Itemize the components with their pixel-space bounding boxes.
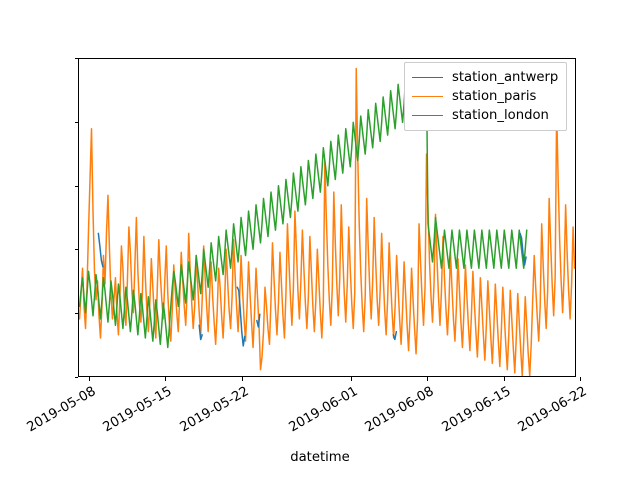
x-tick-label: 2019-05-08 (24, 384, 99, 436)
x-tick-mark (503, 377, 505, 381)
series-line-station_antwerp (392, 330, 398, 341)
series-line-station_antwerp (519, 232, 527, 266)
x-tick-label: 2019-06-22 (515, 384, 590, 436)
x-tick-mark (427, 377, 429, 381)
series-line-station_antwerp (236, 286, 246, 347)
x-tick-label: 2019-06-01 (286, 384, 361, 436)
y-tick-mark (74, 249, 78, 251)
series-line-station_paris (79, 67, 575, 376)
legend-color-swatch-antwerp (412, 77, 443, 78)
series-line-station_antwerp (97, 232, 104, 268)
y-tick-mark (74, 313, 78, 315)
legend-label-antwerp: station_antwerp (452, 70, 559, 85)
series-line-station_antwerp (198, 324, 203, 341)
legend-item: station_paris (412, 87, 558, 106)
y-tick-mark (74, 121, 78, 123)
legend-label-london: station_london (452, 108, 549, 123)
y-tick-mark (74, 377, 78, 378)
series-line-station_london (79, 64, 528, 349)
x-tick-mark (165, 377, 167, 381)
x-tick-label: 2019-06-08 (363, 384, 437, 436)
x-tick-mark (241, 377, 243, 381)
x-tick-label: 2019-05-15 (100, 384, 175, 436)
legend-label-paris: station_paris (452, 89, 537, 104)
x-tick-mark (88, 377, 90, 381)
x-tick-label: 2019-05-22 (177, 384, 252, 436)
chart-legend: station_antwerp station_paris station_lo… (404, 62, 568, 131)
legend-color-swatch-paris (412, 96, 443, 97)
legend-color-swatch-london (412, 115, 443, 116)
legend-item: station_london (412, 106, 558, 125)
y-tick-mark (74, 58, 78, 59)
x-tick-mark (580, 377, 582, 381)
legend-item: station_antwerp (412, 68, 558, 87)
x-tick-mark (351, 377, 353, 381)
plot-canvas (79, 64, 575, 376)
x-axis-label: datetime (290, 450, 350, 465)
y-tick-mark (74, 185, 78, 187)
series-line-station_antwerp (256, 313, 261, 328)
x-tick-label: 2019-06-15 (439, 384, 514, 436)
